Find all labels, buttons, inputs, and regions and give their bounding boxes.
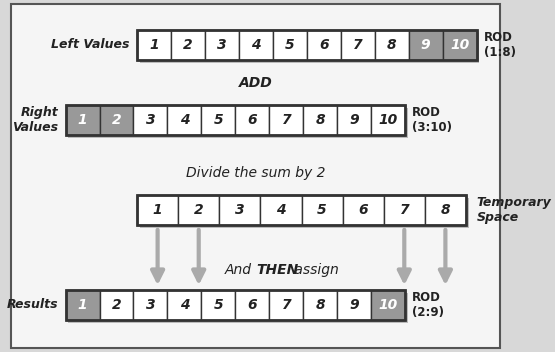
FancyBboxPatch shape: [11, 4, 500, 348]
Text: 7: 7: [281, 113, 291, 127]
Bar: [137, 195, 466, 225]
Text: 2: 2: [183, 38, 193, 52]
Bar: [337, 105, 371, 135]
Text: 4: 4: [180, 113, 189, 127]
Bar: [201, 105, 235, 135]
Text: 6: 6: [248, 113, 257, 127]
Text: 6: 6: [359, 203, 368, 217]
Bar: [371, 290, 405, 320]
Bar: [133, 290, 168, 320]
Bar: [235, 290, 269, 320]
Text: 1: 1: [153, 203, 163, 217]
Text: Divide the sum by 2: Divide the sum by 2: [186, 166, 326, 180]
Text: THEN: THEN: [256, 263, 298, 277]
Text: 9: 9: [421, 38, 431, 52]
Bar: [384, 195, 425, 225]
Text: 3: 3: [217, 38, 227, 52]
Text: 7: 7: [353, 38, 362, 52]
Text: 1: 1: [78, 298, 87, 312]
Bar: [137, 30, 171, 60]
Bar: [205, 30, 239, 60]
Text: 2: 2: [112, 113, 122, 127]
Bar: [269, 105, 303, 135]
Bar: [307, 30, 341, 60]
Text: And: And: [225, 263, 256, 277]
Text: ROD
(2:9): ROD (2:9): [412, 291, 445, 319]
Bar: [260, 195, 301, 225]
Text: 3: 3: [145, 298, 155, 312]
Bar: [68, 108, 408, 138]
Text: Right
Values: Right Values: [12, 106, 58, 134]
Text: 1: 1: [78, 113, 87, 127]
Bar: [168, 290, 201, 320]
Bar: [341, 30, 375, 60]
Bar: [137, 195, 178, 225]
Bar: [65, 105, 405, 135]
Text: 10: 10: [379, 298, 398, 312]
Bar: [140, 33, 480, 63]
Text: 7: 7: [400, 203, 409, 217]
Text: 3: 3: [235, 203, 245, 217]
Bar: [273, 30, 307, 60]
Text: 10: 10: [379, 113, 398, 127]
Bar: [99, 105, 133, 135]
Text: 4: 4: [276, 203, 286, 217]
Bar: [337, 290, 371, 320]
Text: 8: 8: [441, 203, 450, 217]
Bar: [99, 290, 133, 320]
Text: 6: 6: [319, 38, 329, 52]
Bar: [342, 195, 384, 225]
Text: 3: 3: [145, 113, 155, 127]
Text: Left Values: Left Values: [52, 38, 130, 51]
Text: ROD
(3:10): ROD (3:10): [412, 106, 452, 134]
Bar: [239, 30, 273, 60]
Bar: [133, 105, 168, 135]
Bar: [140, 198, 468, 228]
Text: ROD
(1:8): ROD (1:8): [484, 31, 516, 59]
Text: 5: 5: [214, 298, 223, 312]
Bar: [425, 195, 466, 225]
Text: 2: 2: [112, 298, 122, 312]
Bar: [65, 105, 99, 135]
Bar: [409, 30, 443, 60]
Text: 5: 5: [214, 113, 223, 127]
Bar: [65, 290, 99, 320]
Bar: [371, 105, 405, 135]
Text: 1: 1: [149, 38, 159, 52]
Bar: [303, 290, 337, 320]
Text: 9: 9: [350, 298, 359, 312]
Bar: [301, 195, 342, 225]
Bar: [269, 290, 303, 320]
Bar: [171, 30, 205, 60]
Text: 4: 4: [180, 298, 189, 312]
Bar: [375, 30, 409, 60]
Bar: [303, 105, 337, 135]
Bar: [137, 30, 477, 60]
Text: 8: 8: [315, 113, 325, 127]
Bar: [235, 105, 269, 135]
Bar: [68, 293, 408, 323]
Text: assign: assign: [290, 263, 339, 277]
Text: ADD: ADD: [239, 76, 273, 90]
Text: Temporary
Space: Temporary Space: [477, 196, 552, 224]
Text: 4: 4: [251, 38, 261, 52]
Text: 5: 5: [285, 38, 295, 52]
Bar: [443, 30, 477, 60]
Bar: [201, 290, 235, 320]
Text: 6: 6: [248, 298, 257, 312]
Bar: [65, 290, 405, 320]
Text: 8: 8: [387, 38, 397, 52]
Bar: [219, 195, 260, 225]
Text: 8: 8: [315, 298, 325, 312]
Bar: [168, 105, 201, 135]
Text: 10: 10: [450, 38, 470, 52]
Text: 2: 2: [194, 203, 204, 217]
Text: Results: Results: [7, 298, 58, 312]
Bar: [178, 195, 219, 225]
Text: 5: 5: [317, 203, 327, 217]
Text: 7: 7: [281, 298, 291, 312]
Text: 9: 9: [350, 113, 359, 127]
